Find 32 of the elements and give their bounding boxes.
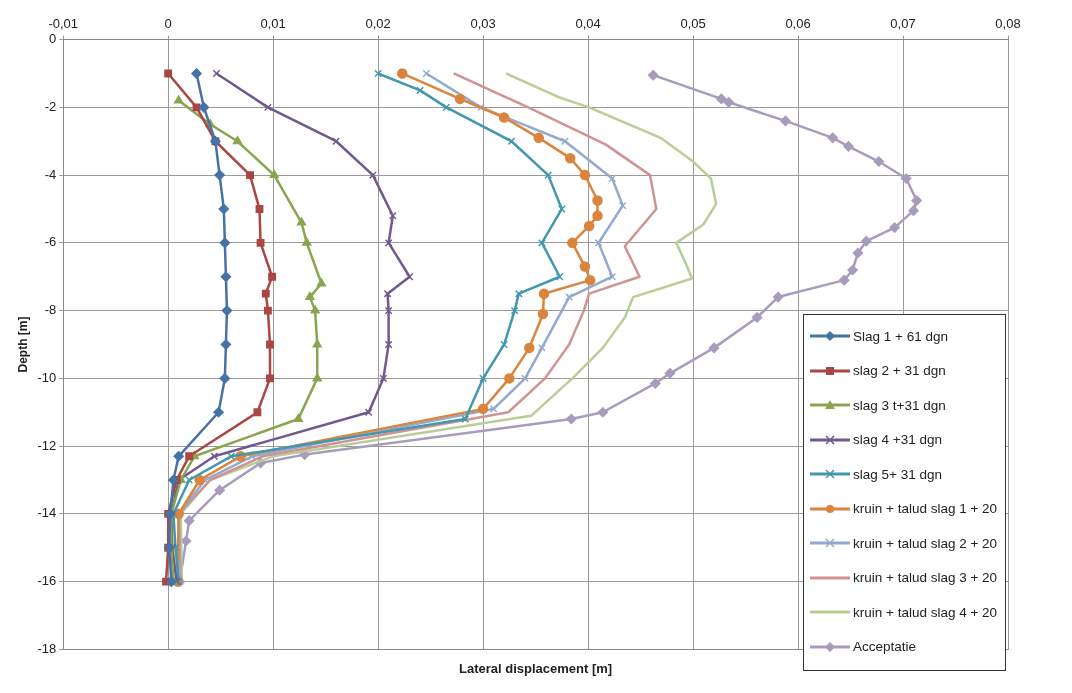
x-tick-label: 0,04 — [575, 16, 601, 32]
legend-label: Acceptatie — [853, 639, 917, 655]
x-tick-label: 0,03 — [470, 16, 496, 32]
y-tick-label: -10 — [37, 369, 57, 385]
legend-label: kruin + talud slag 4 + 20 — [853, 604, 998, 620]
y-tick-label: -6 — [44, 234, 57, 250]
x-tick-label: 0,05 — [680, 16, 706, 32]
x-tick-label: 0,06 — [785, 16, 811, 32]
y-tick-label: -2 — [44, 98, 57, 114]
legend-label: kruin + talud slag 3 + 20 — [853, 570, 998, 586]
legend-label: kruin + talud slag 2 + 20 — [853, 535, 998, 551]
y-tick-label: -16 — [37, 573, 57, 589]
y-tick-label: -12 — [37, 437, 57, 453]
legend-label: kruin + talud slag 1 + 20 — [853, 501, 998, 517]
y-tick-label: 0 — [48, 31, 57, 47]
legend-label: Slag 1 + 61 dgn — [853, 328, 948, 344]
x-tick-label: 0,01 — [260, 16, 286, 32]
y-axis-title: Depth [m] — [15, 316, 30, 373]
x-tick-label: 0,08 — [995, 16, 1021, 32]
x-axis-title: Lateral displacement [m] — [459, 660, 613, 676]
x-tick-label: -0,01 — [48, 16, 79, 32]
x-tick-label: 0,02 — [365, 16, 391, 32]
legend-label: slag 2 + 31 dgn — [853, 363, 946, 379]
y-tick-label: -14 — [37, 505, 57, 521]
x-tick-label: 0,07 — [890, 16, 916, 32]
legend-label: slag 4 +31 dgn — [853, 432, 942, 448]
y-tick-label: -4 — [44, 166, 57, 182]
y-tick-label: -18 — [37, 640, 57, 656]
legend-label: slag 5+ 31 dgn — [853, 466, 942, 482]
y-tick-label: -8 — [44, 302, 57, 318]
legend-label: slag 3 t+31 dgn — [853, 397, 946, 413]
x-tick-label: 0 — [164, 16, 172, 32]
